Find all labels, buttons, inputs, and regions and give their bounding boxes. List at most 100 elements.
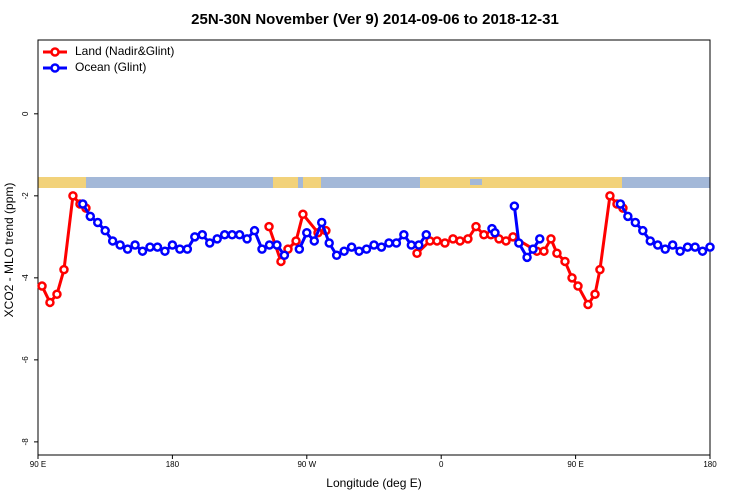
point [339,246,349,256]
point [546,234,556,244]
point [697,246,708,256]
map-strip [38,177,710,188]
point [197,230,208,240]
point [100,225,110,236]
point [291,236,301,246]
land-strip [303,177,321,188]
ocean-strip [38,177,710,188]
x-tick-label: 180 [166,460,180,469]
point [59,264,69,275]
legend-marker [50,47,60,57]
point [645,236,656,246]
x-tick-label: 0 [439,460,444,469]
point [257,244,267,254]
point [361,244,372,254]
point [45,297,55,308]
point [145,242,155,252]
legend-label: Ocean (Glint) [75,60,146,74]
point [615,199,626,209]
point [78,199,88,209]
point [249,225,260,236]
point [137,246,148,256]
point [638,225,648,236]
point [463,234,473,244]
y-axis-label: XCO2 - MLO trend (ppm) [2,183,16,318]
point [412,248,422,258]
land-strip [420,177,622,188]
point [675,246,685,256]
point [406,240,417,250]
point [264,240,275,250]
point [583,299,593,310]
point [660,244,670,254]
point [391,238,402,248]
point [264,221,274,232]
point [85,211,96,222]
x-tick-label: 90 E [30,460,46,469]
point [190,232,200,242]
x-tick-label: 90 W [297,460,316,469]
x-axis-label: Longitude (deg E) [326,476,421,490]
point [440,238,450,248]
point [567,273,577,283]
point [52,289,62,299]
point [705,242,715,252]
point [316,217,327,228]
y-tick-label: -2 [21,192,30,200]
point [509,201,520,211]
point [204,238,215,248]
point [242,234,252,244]
chart-title: 25N-30N November (Ver 9) 2014-09-06 to 2… [191,11,559,28]
point [92,217,103,228]
point [37,281,47,291]
point [432,236,442,246]
point [455,236,465,246]
point [690,242,700,252]
point [152,242,163,252]
point [508,232,518,242]
point [573,281,583,291]
point [272,240,282,250]
legend-marker [50,63,60,73]
point [414,240,424,250]
point [212,234,222,244]
y-tick-label: -8 [21,438,30,446]
point [309,236,320,246]
point [399,230,409,240]
point [298,209,308,220]
point [590,289,600,299]
point [107,236,118,246]
point [623,211,633,222]
point [68,191,78,201]
y-tick-label: -4 [21,274,30,282]
point [219,230,230,240]
point [182,244,193,254]
y-tick-label: -6 [21,356,30,364]
point [682,242,693,252]
x-tick-label: 90 E [567,460,583,469]
land-strip [38,177,86,188]
ocean-strip [470,179,482,185]
point [160,246,170,256]
point [279,250,290,261]
land-strip [273,177,298,188]
point [667,240,678,250]
point [630,217,641,228]
point [122,244,133,254]
point [227,230,237,240]
point [354,246,364,256]
point [471,221,481,232]
point [501,236,511,246]
point [130,240,140,250]
point [560,256,570,267]
y-tick-label: 0 [21,111,30,116]
point [331,250,342,261]
point [384,238,394,248]
point [490,227,500,238]
point [369,240,379,250]
point [346,242,357,252]
point [552,248,562,258]
point [302,227,312,238]
point [234,230,245,240]
